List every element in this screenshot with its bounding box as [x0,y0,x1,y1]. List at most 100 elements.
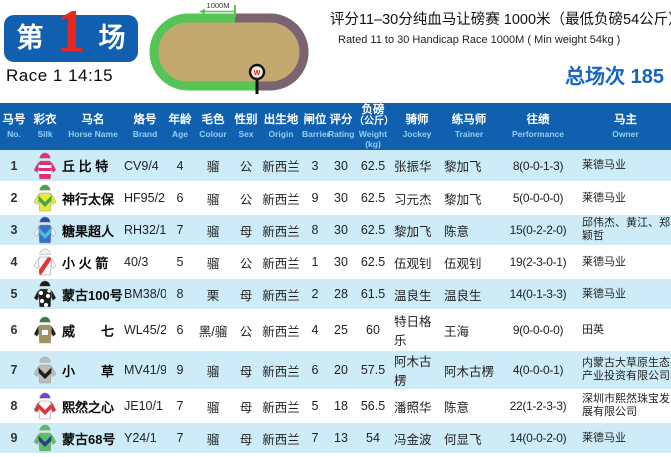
cell-performance: 19(2-3-0-1) [509,255,567,270]
cell-owner: 莱德马业 [582,431,626,444]
cell-owner: 莱德马业 [582,287,626,300]
horse-row-9: 9 蒙古68号 Y24/1 7 骝 母新西兰 7 13 54 冯金波 何显飞 14(0-0-2-0)… [0,422,671,455]
cell-colour: 栗 [206,288,220,303]
race-number-badge: 第 1 场 [4,1,138,62]
winning-post-label: W [254,70,261,77]
cell-trainer: 陈意 [444,400,470,415]
track-distance-label: 1000M [207,1,230,10]
cell-brand: JE10/1 [124,399,163,414]
horse-row-6: 6 威 七 WL45/2 6 黑/骝公新西兰 4 25 60 特日格乐 王海 9(0-0-0-0)… [0,310,671,351]
horse-row-4: 4 小 火 箭 40/3 5 骝 公新西兰 1 30 62.5 伍观钊 伍观钊 19(2-3-0-1… [0,246,671,279]
track-diagram-icon: 1000M W [142,0,318,96]
cell-rating: 30 [334,158,348,173]
col-header-no: 马号 No. [0,103,28,151]
cell-trainer: 黎加飞 [444,160,482,175]
cell-origin: 新西兰 [262,400,300,415]
silk-icon [28,247,62,277]
cell-trainer: 阿木古楞 [444,364,495,379]
cell-colour: 骝 [206,432,220,447]
col-header-silk: 彩衣 Silk [28,103,62,151]
horse-table-body: 1 丘 比 特 CV9/4 4 骝公新西兰 3 30 62.5 张振华 黎加飞 8(0-0-1-3… [0,150,671,455]
cell-colour: 骝 [206,160,220,175]
cell-jockey: 潘照华 [394,400,432,415]
cell-jockey: 阿木古楞 [394,355,432,389]
cell-no: 6 [10,323,18,338]
cell-weight: 62.5 [360,223,386,238]
cell-trainer: 黎加飞 [444,192,482,207]
race-time: Race 1 14:15 [6,66,114,85]
race-title-cn: 评分11–30分纯血马让磅赛 1000米（最低负磅54公斤） [330,12,671,28]
cell-age: 6 [176,191,184,206]
cell-silk [28,350,62,390]
cell-colour: 黑/骝 [198,324,228,339]
cell-sex: 母 [239,224,253,239]
cell-brand: Y24/1 [124,431,157,446]
horse-row-3: 3 糖果超人 RH32/1 7 骝 母新西兰 8 30 62.5 黎加飞 陈意 15(0-2-2-0… [0,214,671,247]
cell-owner: 莱德马业 [582,255,626,268]
cell-trainer: 陈意 [444,224,470,239]
cell-weight: 61.5 [360,287,386,302]
winning-post-circle [248,63,266,81]
col-header-performance: 往绩 Performance [496,103,580,151]
cell-silk [28,422,62,454]
cell-name: 小 火 箭 [62,255,109,271]
cell-barrier: 2 [311,287,319,302]
cell-owner: 莱德马业 [582,159,626,171]
cell-age: 7 [176,399,184,414]
silk-icon [28,355,62,385]
cell-sex: 公 [239,256,253,271]
cell-sex: 公 [239,160,253,175]
cell-silk [28,246,62,278]
cell-performance: 14(0-1-3-3) [509,287,567,302]
silk-icon [28,279,62,309]
horse-row-1: 1 丘 比 特 CV9/4 4 骝 公新西兰 3 30 62.5 张振华 黎加飞 8(0-0-1-3… [0,150,671,183]
cell-age: 5 [176,255,184,270]
cell-silk [28,310,62,350]
cell-weight: 62.5 [360,255,386,270]
cell-name: 威 七 [62,323,115,339]
cell-jockey: 黎加飞 [394,224,432,239]
cell-owner: 内蒙古大草原生态产业投资有限公司 [582,356,670,383]
silk-icon [28,151,62,181]
cell-colour: 骝 [206,224,220,239]
col-header-horse-name: 马名 Horse Name [62,103,124,151]
cell-sex: 公 [239,192,253,207]
cell-performance: 14(0-0-2-0) [509,431,567,446]
cell-barrier: 6 [311,363,319,378]
col-header-barrier: 闸位 Barrier [302,103,330,151]
cell-origin: 新西兰 [262,224,300,239]
cell-sex: 公 [239,324,253,339]
col-header-origin: 出生地 Origin [260,103,302,151]
cell-jockey: 特日格乐 [394,315,432,349]
cell-jockey: 张振华 [394,160,432,175]
horse-row-8: 8 熙然之心 JE10/1 7 骝 母新西兰 5 18 56.5 潘照华 陈意 22(1-2-3-3… [0,390,671,423]
cell-no: 5 [10,287,18,302]
cell-owner: 田英 [582,323,604,336]
cell-name: 糖果超人 [62,223,115,239]
race-header: 第 1 场 Race 1 14:15 1000M W [0,0,671,103]
cell-no: 4 [10,255,18,270]
horse-row-2: 2 神行太保 HF95/2 6 骝 公新西兰 9 30 62.5 习元杰 黎加飞 5(0-0-0-0… [0,182,671,215]
silk-icon [28,215,62,245]
cell-weight: 56.5 [360,399,386,414]
cell-rating: 18 [334,399,348,414]
cell-age: 7 [176,431,184,446]
cell-colour: 骝 [206,400,220,415]
cell-rating: 30 [334,191,348,206]
cell-silk [28,214,62,246]
cell-no: 8 [10,399,18,414]
cell-performance: 4(0-0-0-1) [512,363,564,378]
cell-origin: 新西兰 [262,432,300,447]
col-header-weight-kg: 负磅 （公斤） Weight (kg) [354,103,394,151]
col-header-sex: 性别 Sex [232,103,260,151]
cell-sex: 母 [239,364,253,379]
cell-owner: 深圳市熙然珠宝发展有限公司 [582,392,670,419]
col-header-owner: 马主 Owner [580,103,671,151]
cell-brand: CV9/4 [124,158,159,173]
col-header-trainer: 练马师 Trainer [442,103,496,151]
cell-trainer: 王海 [444,324,470,339]
cell-weight: 62.5 [360,191,386,206]
cell-name: 丘 比 特 [62,159,109,175]
cell-no: 2 [10,191,18,206]
col-header-rating: 评分 Rating [328,103,354,151]
